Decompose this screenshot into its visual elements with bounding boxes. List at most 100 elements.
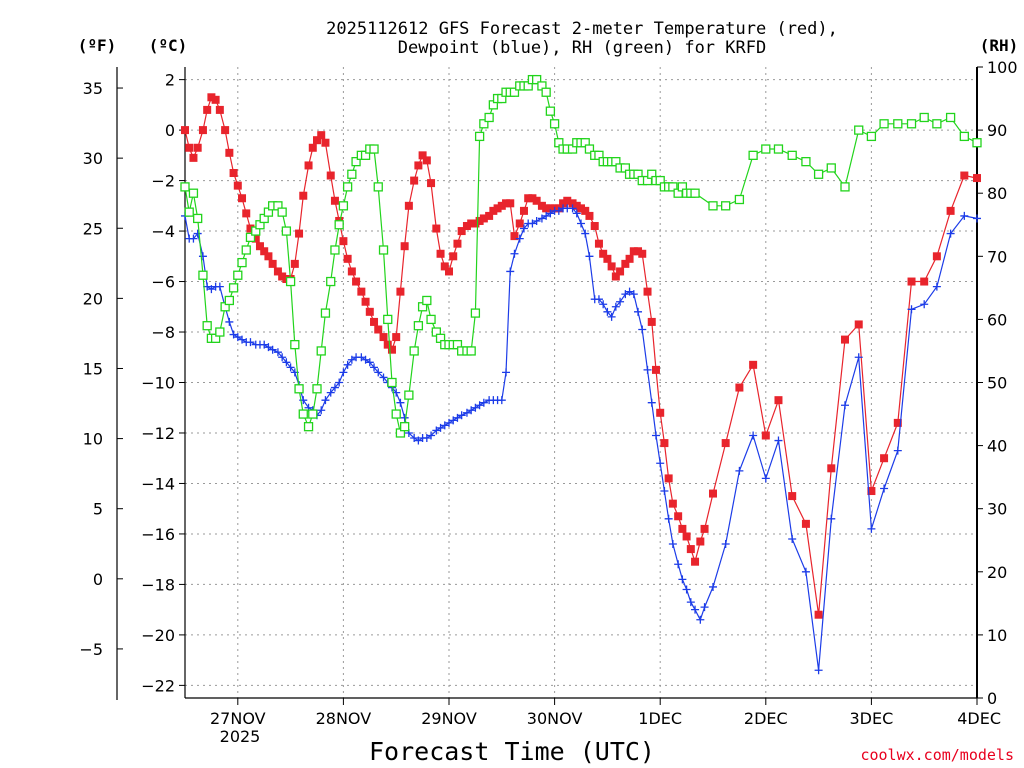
y-tick-label-rh: 30 [987,500,1007,519]
data-point [203,105,212,114]
data-point [616,297,625,306]
y-tick-label-rh: 40 [987,437,1007,456]
y-tick-label-rh: 100 [987,58,1018,77]
data-point [813,169,824,179]
y-tick-label-rh: 0 [987,689,997,708]
data-point [577,219,585,228]
data-point [471,219,480,228]
data-point [893,446,902,455]
data-point [611,302,620,311]
data-point [907,277,916,286]
data-point [479,214,488,223]
data-point [625,287,634,296]
data-point [721,439,730,448]
data-point [278,353,287,362]
chart-axes [116,67,978,700]
data-point [286,363,295,372]
data-point [537,201,546,210]
data-point [660,439,669,448]
data-point [449,416,458,425]
data-point [510,232,519,241]
data-point [788,534,797,543]
data-point [734,194,745,205]
data-point [946,206,955,215]
data-point [308,409,318,419]
data-point [273,348,282,357]
data-point [509,87,520,97]
data-point [919,112,929,123]
x-axis-title: Forecast Time (UTC) [369,737,655,766]
data-point [467,219,476,228]
data-point [374,368,383,377]
data-point [879,119,889,129]
data-point [198,126,207,135]
x-axis-year-label: 2025 [220,727,261,746]
data-point [735,466,744,475]
y-tick-label-fahrenheit: 25 [83,219,103,238]
data-point [202,321,212,331]
data-point [357,353,366,362]
y-tick-label-rh: 20 [987,563,1007,582]
y-tick-label-celsius: −22 [141,676,175,695]
data-point [436,249,445,258]
data-point [379,333,388,342]
x-tick-label: 28NOV [316,709,372,728]
data-point [546,209,555,218]
y-tick-label-celsius: −6 [151,273,175,292]
data-point [479,119,489,129]
data-point [960,171,969,180]
data-point [436,423,445,432]
data-point [563,196,572,205]
data-point [422,156,431,165]
data-point [221,126,230,135]
data-point [330,383,339,392]
data-point [524,194,533,203]
data-point [594,239,603,248]
data-point [647,398,656,407]
data-point [827,514,836,523]
data-point [643,365,652,374]
data-point [814,666,823,675]
x-axis-ticks: 27NOV 28NOV 29NOV 30NOV 1DEC 2DEC 3DEC 4DEC [210,698,1001,728]
data-point [193,213,203,224]
data-point [761,431,770,440]
data-point [396,398,405,407]
data-point [893,119,903,129]
data-point [229,169,238,178]
data-point [749,360,758,369]
data-point [278,272,287,281]
data-point [245,232,256,243]
data-point [594,295,603,304]
data-point [445,267,453,276]
data-point [422,295,432,306]
data-point [334,220,344,230]
data-point [365,307,374,316]
data-point [440,421,449,430]
data-point [801,519,810,528]
data-point [708,201,718,211]
data-point [599,300,608,309]
data-point [932,119,942,129]
data-point [414,161,423,170]
x-tick-label: 29NOV [421,709,477,728]
data-point [880,454,889,463]
data-point [546,204,555,213]
data-point [185,143,194,152]
y-tick-label-celsius: −2 [151,172,175,191]
data-point [761,144,771,154]
data-point [400,413,409,422]
data-point [664,474,673,483]
data-point [400,242,409,251]
x-tick-label: 2DEC [744,709,788,728]
data-point [826,163,836,173]
data-point [228,283,239,293]
data-point [973,174,981,183]
data-point [413,321,424,331]
data-point [537,214,546,223]
data-point [532,216,541,225]
series-rh [180,74,982,438]
data-point [238,194,247,203]
y-tick-label-celsius: −10 [141,374,175,393]
y-tick-label-celsius: −14 [141,474,175,493]
data-point [621,259,630,268]
